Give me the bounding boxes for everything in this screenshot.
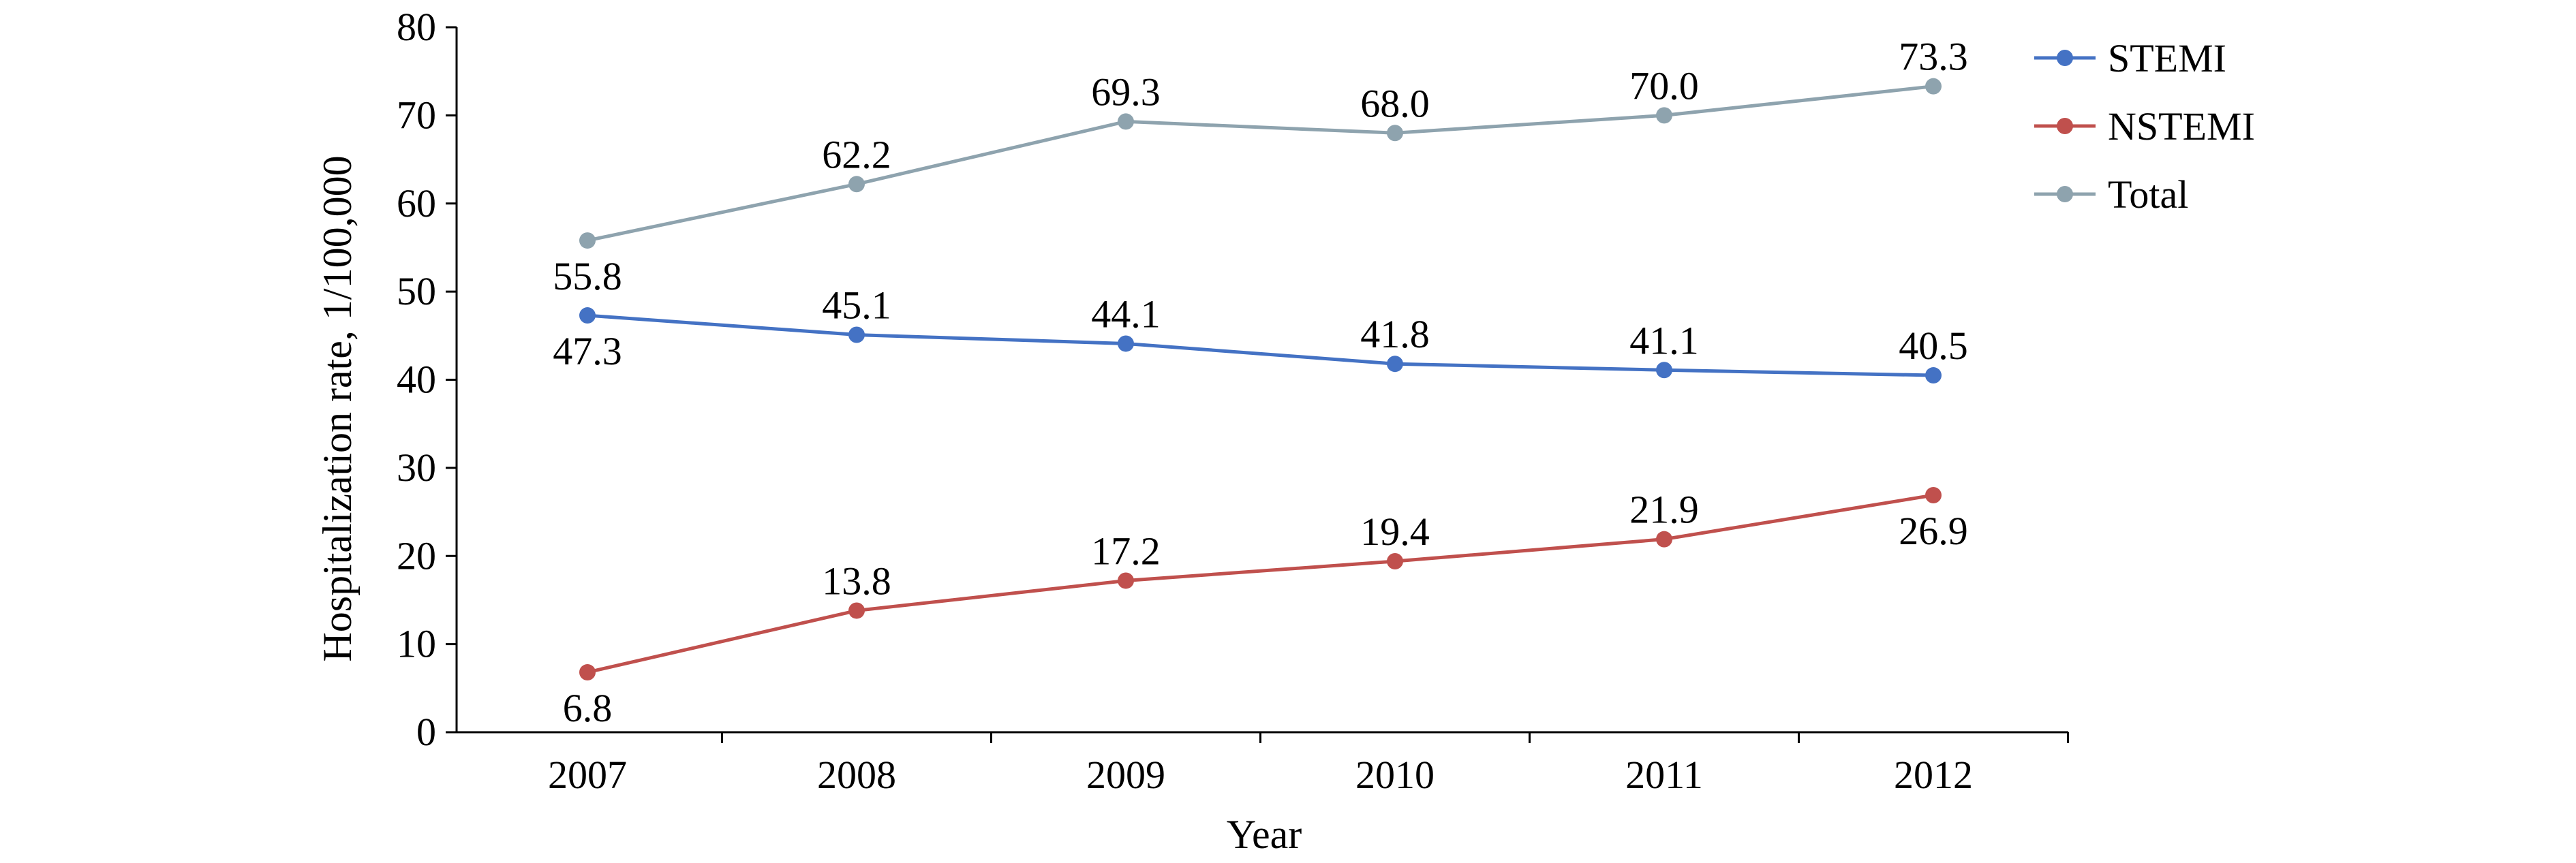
y-tick-label: 50 [397, 269, 436, 313]
legend-marker [2057, 186, 2073, 202]
data-label: 55.8 [553, 254, 622, 298]
legend-label: Total [2108, 172, 2188, 217]
series-nstemi: 6.8 13.8 17.2 19.4 21.9 26.9 [563, 486, 1968, 730]
x-tick-label: 2007 [548, 753, 627, 797]
x-axis: 2007 2008 2009 2010 2011 2012 [457, 731, 2069, 797]
series-line [587, 84, 1934, 242]
data-label: 47.3 [553, 329, 622, 373]
y-tick-label: 40 [397, 358, 436, 402]
legend-item-nstemi: NSTEMI [2034, 104, 2255, 148]
y-tick-label: 0 [416, 710, 436, 754]
data-label: 41.1 [1629, 318, 1699, 362]
data-label: 73.3 [1899, 35, 1968, 79]
data-point [848, 176, 865, 193]
data-point [1118, 113, 1134, 130]
legend: STEMI NSTEMI Total [2034, 36, 2255, 217]
data-label: 40.5 [1899, 324, 1968, 368]
data-point [579, 664, 596, 681]
y-tick-label: 70 [397, 93, 436, 137]
data-point [1656, 362, 1672, 379]
data-point [1925, 367, 1942, 384]
data-point [1925, 78, 1942, 95]
series-layer: 47.3 45.1 44.1 41.8 41.1 40.5 6.8 13.8 17.2 19.4 2… [553, 35, 1968, 730]
legend-label: NSTEMI [2108, 104, 2255, 148]
data-label: 69.3 [1091, 69, 1161, 114]
data-point [1656, 107, 1672, 124]
data-label: 41.8 [1360, 312, 1430, 356]
legend-label: STEMI [2108, 36, 2226, 80]
data-label: 44.1 [1091, 292, 1161, 336]
series-stemi: 47.3 45.1 44.1 41.8 41.1 40.5 [553, 283, 1968, 384]
series-line [587, 313, 1934, 377]
x-axis-title: Year [1227, 812, 1302, 857]
x-tick-label: 2008 [817, 753, 896, 797]
x-tick-label: 2009 [1086, 753, 1165, 797]
data-point [1387, 553, 1403, 570]
data-point [1656, 531, 1672, 548]
y-tick-label: 80 [397, 5, 436, 49]
data-label: 21.9 [1629, 488, 1699, 532]
data-point [579, 232, 596, 249]
y-tick-label: 10 [397, 622, 436, 666]
y-tick-label: 60 [397, 181, 436, 225]
data-label: 45.1 [822, 283, 891, 328]
legend-item-total: Total [2034, 172, 2188, 217]
data-point [579, 307, 596, 324]
y-axis: 0 10 20 30 40 50 60 70 80 [397, 5, 458, 754]
data-label: 6.8 [563, 686, 613, 730]
data-label: 70.0 [1629, 63, 1699, 108]
data-point [1387, 125, 1403, 142]
x-tick-label: 2012 [1894, 753, 1973, 797]
y-axis-title: Hospitalization rate, 1/100,000 [315, 155, 360, 661]
data-point [1118, 572, 1134, 589]
series-total: 55.8 62.2 69.3 68.0 70.0 73.3 [553, 35, 1968, 298]
y-tick-label: 20 [397, 533, 436, 578]
x-tick-label: 2011 [1625, 753, 1703, 797]
data-point [1118, 335, 1134, 352]
y-tick-label: 30 [397, 445, 436, 490]
data-label: 19.4 [1360, 509, 1430, 554]
legend-item-stemi: STEMI [2034, 36, 2226, 80]
data-label: 13.8 [822, 559, 891, 603]
data-label: 62.2 [822, 132, 891, 176]
data-point [848, 326, 865, 343]
data-point [848, 602, 865, 619]
series-line [587, 493, 1934, 674]
legend-marker [2057, 50, 2073, 66]
data-point [1387, 356, 1403, 373]
legend-marker [2057, 118, 2073, 134]
x-tick-label: 2010 [1355, 753, 1435, 797]
data-label: 68.0 [1360, 81, 1430, 125]
data-label: 17.2 [1091, 529, 1161, 573]
data-point [1925, 486, 1942, 503]
data-label: 26.9 [1899, 509, 1968, 553]
